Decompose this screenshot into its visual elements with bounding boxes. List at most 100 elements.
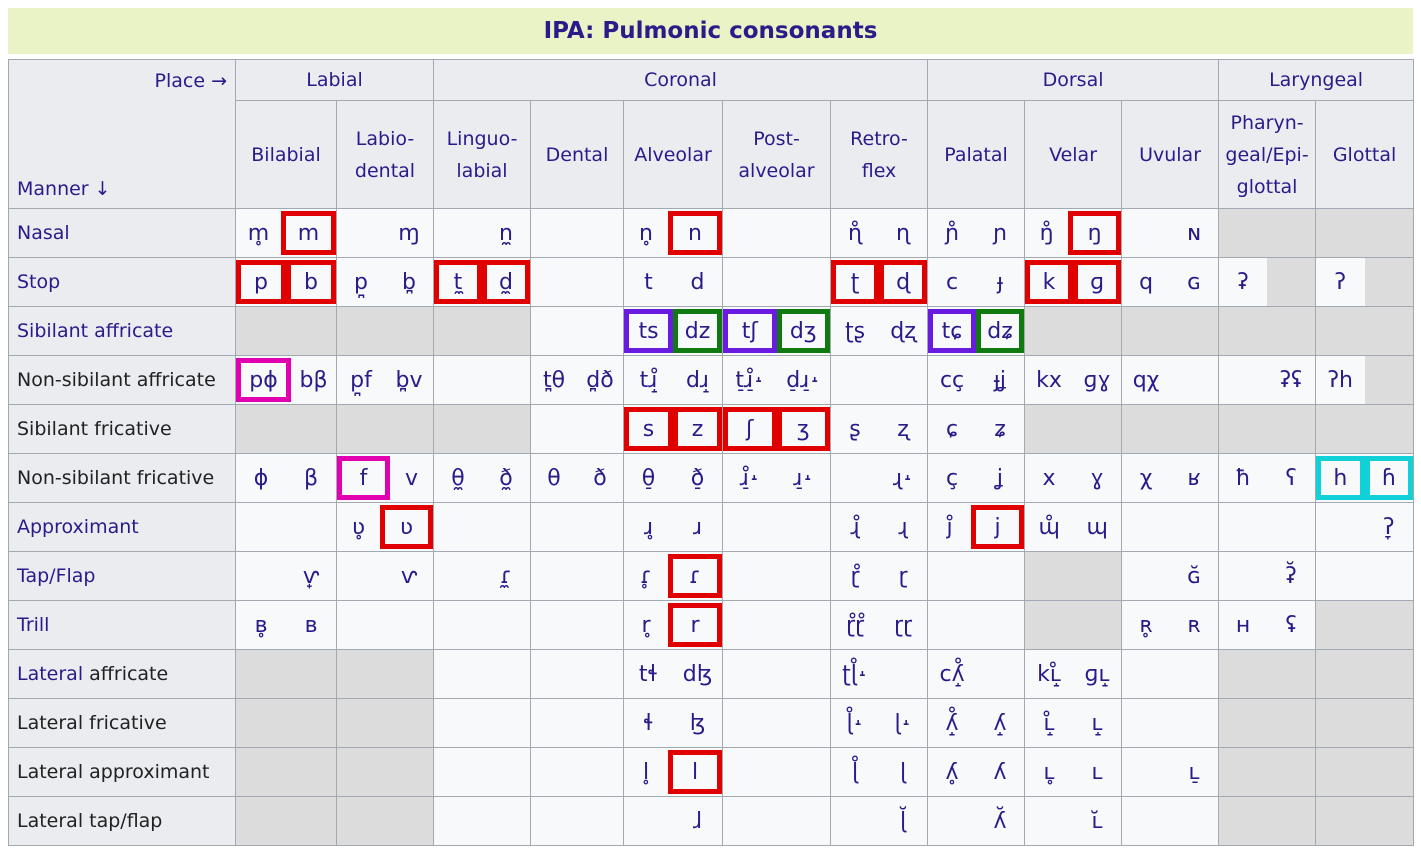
manner-label[interactable]: Lateral fricative [8, 698, 236, 748]
voiceless-symbol[interactable]: pɸ [236, 358, 291, 402]
voiceless-symbol[interactable]: ʎ̝̊ [945, 710, 959, 736]
voiced-symbol[interactable]: ɟʝ [993, 367, 1007, 393]
manner-label[interactable]: Tap/Flap [8, 551, 236, 601]
group-coronal[interactable]: Coronal [432, 58, 929, 102]
voiceless-symbol[interactable]: ç [945, 465, 959, 491]
voiced-symbol[interactable]: ɱ [398, 220, 420, 246]
voiceless-symbol[interactable]: ʟ̝̊ [1043, 710, 1055, 736]
voiced-symbol[interactable]: j [971, 505, 1025, 549]
voiced-symbol[interactable]: ʒ [776, 407, 830, 451]
voiceless-symbol[interactable]: ʈʂ [844, 318, 866, 344]
voiced-symbol[interactable]: ɾ [668, 554, 722, 598]
voiced-symbol[interactable]: dʑ [976, 309, 1025, 353]
voiced-symbol[interactable]: ɾ̼ [500, 563, 512, 589]
manner-label[interactable]: Lateral affricate [8, 649, 236, 699]
voiced-symbol[interactable]: ð [593, 465, 607, 491]
voiceless-symbol[interactable]: ɹ̥ [643, 514, 654, 540]
voiced-symbol[interactable]: ɽ [898, 563, 908, 589]
voiced-symbol[interactable]: ɻ˔ [892, 465, 914, 491]
voiced-symbol[interactable]: dɹ̝ [685, 367, 710, 393]
voiced-symbol[interactable]: ɳ [895, 220, 911, 246]
voiced-symbol[interactable]: ɻ [898, 514, 908, 540]
voiceless-symbol[interactable]: ɳ̊ [847, 220, 863, 246]
group-dorsal[interactable]: Dorsal [927, 58, 1220, 102]
voiced-symbol[interactable]: ʎ̝ [993, 710, 1007, 736]
voiceless-symbol[interactable]: s [624, 407, 673, 451]
voiceless-symbol[interactable]: θ [547, 465, 561, 491]
voiced-symbol[interactable]: ɽɽ [894, 612, 913, 638]
manner-label[interactable]: Approximant [8, 502, 236, 552]
manner-label[interactable]: Lateral tap/flap [8, 796, 236, 846]
voiceless-symbol[interactable]: ɬ [643, 710, 654, 736]
voiced-symbol[interactable]: ɭ̆ [899, 808, 907, 834]
voiceless-symbol[interactable]: c [945, 269, 959, 295]
voiceless-symbol[interactable]: ɭ̊ [851, 759, 859, 785]
voiced-symbol[interactable]: dz [673, 309, 722, 353]
voiced-symbol[interactable]: ʟ̆ [1091, 808, 1103, 834]
voiceless-symbol[interactable]: tʃ [723, 309, 777, 353]
voiced-symbol[interactable]: ʡ̆ [1285, 563, 1297, 589]
place-header[interactable]: Labio-dental [336, 100, 434, 209]
voiced-symbol[interactable]: ɹ̠˔ [793, 465, 814, 491]
place-header[interactable]: Uvular [1121, 100, 1220, 209]
voiced-symbol[interactable]: ɡʟ̝ [1084, 661, 1110, 687]
voiced-symbol[interactable]: ŋ [1068, 211, 1122, 255]
voiced-symbol[interactable]: b [286, 260, 336, 304]
voiceless-symbol[interactable]: n̥ [639, 220, 653, 246]
voiced-symbol[interactable]: ʎ̆ [993, 808, 1007, 834]
voiceless-symbol[interactable]: ɽ̊ɽ̊ [845, 612, 865, 638]
voiceless-symbol[interactable]: ʀ̥ [1139, 612, 1153, 638]
voiced-symbol[interactable]: ʢ [1285, 612, 1297, 638]
voiced-symbol[interactable]: n̼ [499, 220, 513, 246]
place-header[interactable]: Bilabial [235, 100, 337, 209]
voiceless-symbol[interactable]: ɕ [945, 416, 959, 442]
voiceless-symbol[interactable]: j̊ [946, 514, 953, 540]
voiced-symbol[interactable]: v [404, 465, 419, 491]
voiced-symbol[interactable]: d [690, 269, 705, 295]
voiced-symbol[interactable]: ⱱ [400, 563, 418, 589]
voiced-symbol[interactable]: b̪ [402, 269, 416, 295]
voiced-symbol[interactable]: bβ [299, 367, 328, 393]
voiceless-symbol[interactable]: p̪f [350, 367, 372, 393]
manner-label[interactable]: Stop [8, 257, 236, 307]
voiced-symbol[interactable]: ʟ̠ [1188, 759, 1200, 785]
voiced-symbol[interactable]: ɲ [992, 220, 1008, 246]
manner-label[interactable]: Trill [8, 600, 236, 650]
voiceless-symbol[interactable]: tɹ̝̊ [639, 367, 658, 393]
place-header[interactable]: Linguo-labial [433, 100, 531, 209]
voiceless-symbol[interactable]: ɻ̊ [850, 514, 860, 540]
place-header[interactable]: Alveolar [623, 100, 723, 209]
voiced-symbol[interactable]: ɢ [1187, 269, 1201, 295]
voiced-symbol[interactable]: ɟ [996, 269, 1004, 295]
place-header[interactable]: Dental [530, 100, 624, 209]
voiced-symbol[interactable]: ʎ [993, 759, 1007, 785]
voiceless-symbol[interactable]: θ̠ [641, 465, 656, 491]
voiced-symbol[interactable]: dɮ [682, 661, 713, 687]
manner-label[interactable]: Non-sibilant fricative [8, 453, 236, 503]
voiced-symbol[interactable]: l [668, 750, 722, 794]
voiced-symbol[interactable]: ɺ [692, 808, 703, 834]
voiced-symbol[interactable]: m [281, 211, 336, 255]
place-header[interactable]: Velar [1024, 100, 1123, 209]
voiceless-symbol[interactable]: t̼ [434, 260, 482, 304]
voiced-symbol[interactable]: ɴ [1187, 220, 1202, 246]
voiceless-symbol[interactable]: tɬ [638, 661, 659, 687]
voiced-symbol[interactable]: d̪ð [586, 367, 614, 393]
manner-label[interactable]: Sibilant fricative [8, 404, 236, 454]
voiced-symbol[interactable]: ʟ̝ [1091, 710, 1103, 736]
voiceless-symbol[interactable]: ɽ̊ [850, 563, 860, 589]
voiceless-symbol[interactable]: χ [1139, 465, 1153, 491]
voiced-symbol[interactable]: ɦ [1364, 456, 1414, 500]
voiceless-symbol[interactable]: ʃ [723, 407, 777, 451]
voiced-symbol[interactable]: d̼ [482, 260, 530, 304]
voiceless-symbol[interactable]: t̠ɹ̠̊˔ [735, 367, 765, 393]
manner-label[interactable]: Sibilant affricate [8, 306, 236, 356]
voiceless-symbol[interactable]: ɭ̊˔ [846, 710, 864, 736]
voiceless-symbol[interactable]: ɸ [253, 465, 269, 491]
voiced-symbol[interactable]: ɭ˔ [894, 710, 912, 736]
place-header[interactable]: Post-alveolar [722, 100, 831, 209]
voiceless-symbol[interactable]: k [1025, 260, 1074, 304]
voiced-symbol[interactable]: dʒ [776, 309, 830, 353]
voiceless-symbol[interactable]: t̪θ [542, 367, 566, 393]
voiced-symbol[interactable]: ʋ [380, 505, 433, 549]
